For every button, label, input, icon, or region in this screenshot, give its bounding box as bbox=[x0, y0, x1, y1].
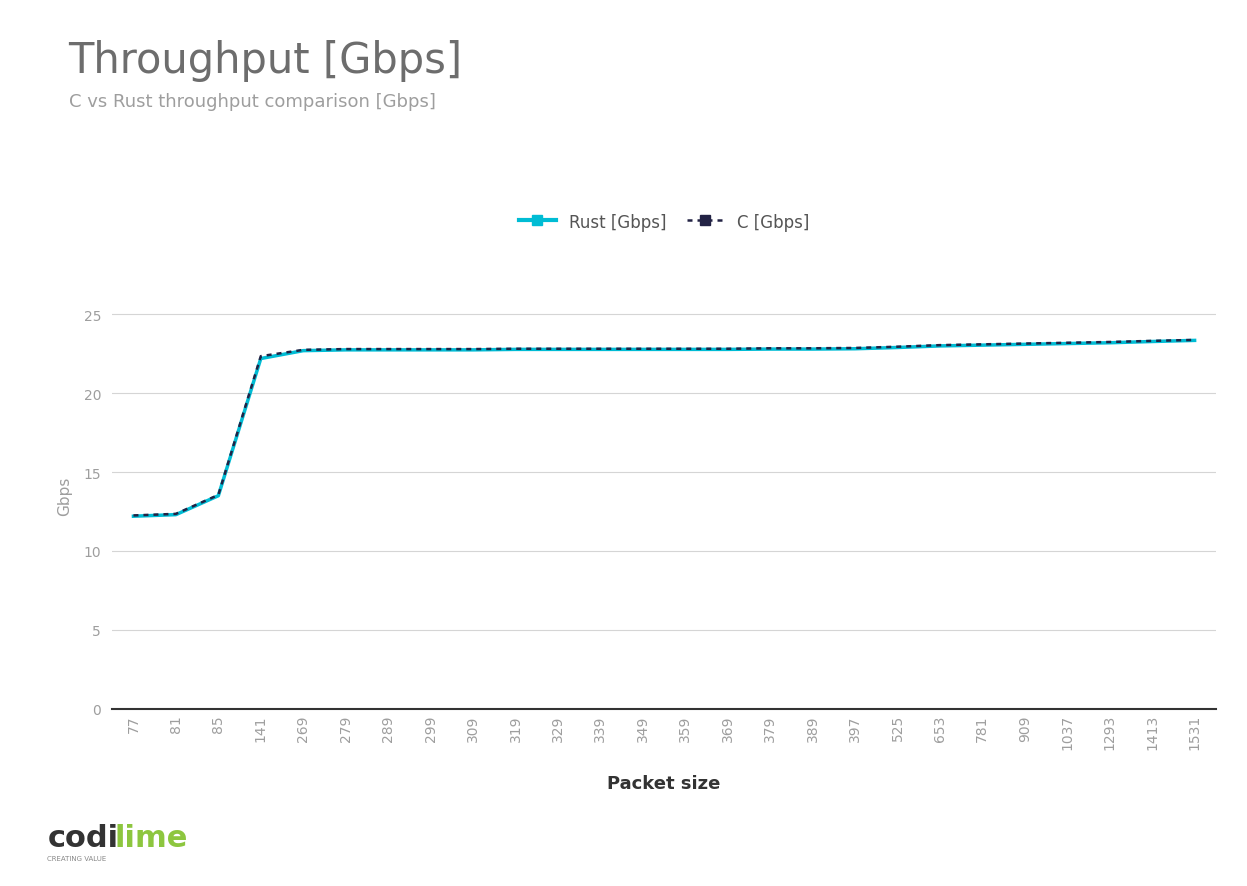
X-axis label: Packet size: Packet size bbox=[607, 774, 721, 792]
Text: lime: lime bbox=[115, 823, 188, 852]
Text: Throughput [Gbps]: Throughput [Gbps] bbox=[69, 40, 463, 82]
Y-axis label: Gbps: Gbps bbox=[57, 477, 72, 516]
Text: CREATING VALUE: CREATING VALUE bbox=[47, 855, 107, 861]
Text: C vs Rust throughput comparison [Gbps]: C vs Rust throughput comparison [Gbps] bbox=[69, 93, 435, 111]
Legend: Rust [Gbps], C [Gbps]: Rust [Gbps], C [Gbps] bbox=[513, 206, 816, 238]
Text: codi: codi bbox=[47, 823, 118, 852]
